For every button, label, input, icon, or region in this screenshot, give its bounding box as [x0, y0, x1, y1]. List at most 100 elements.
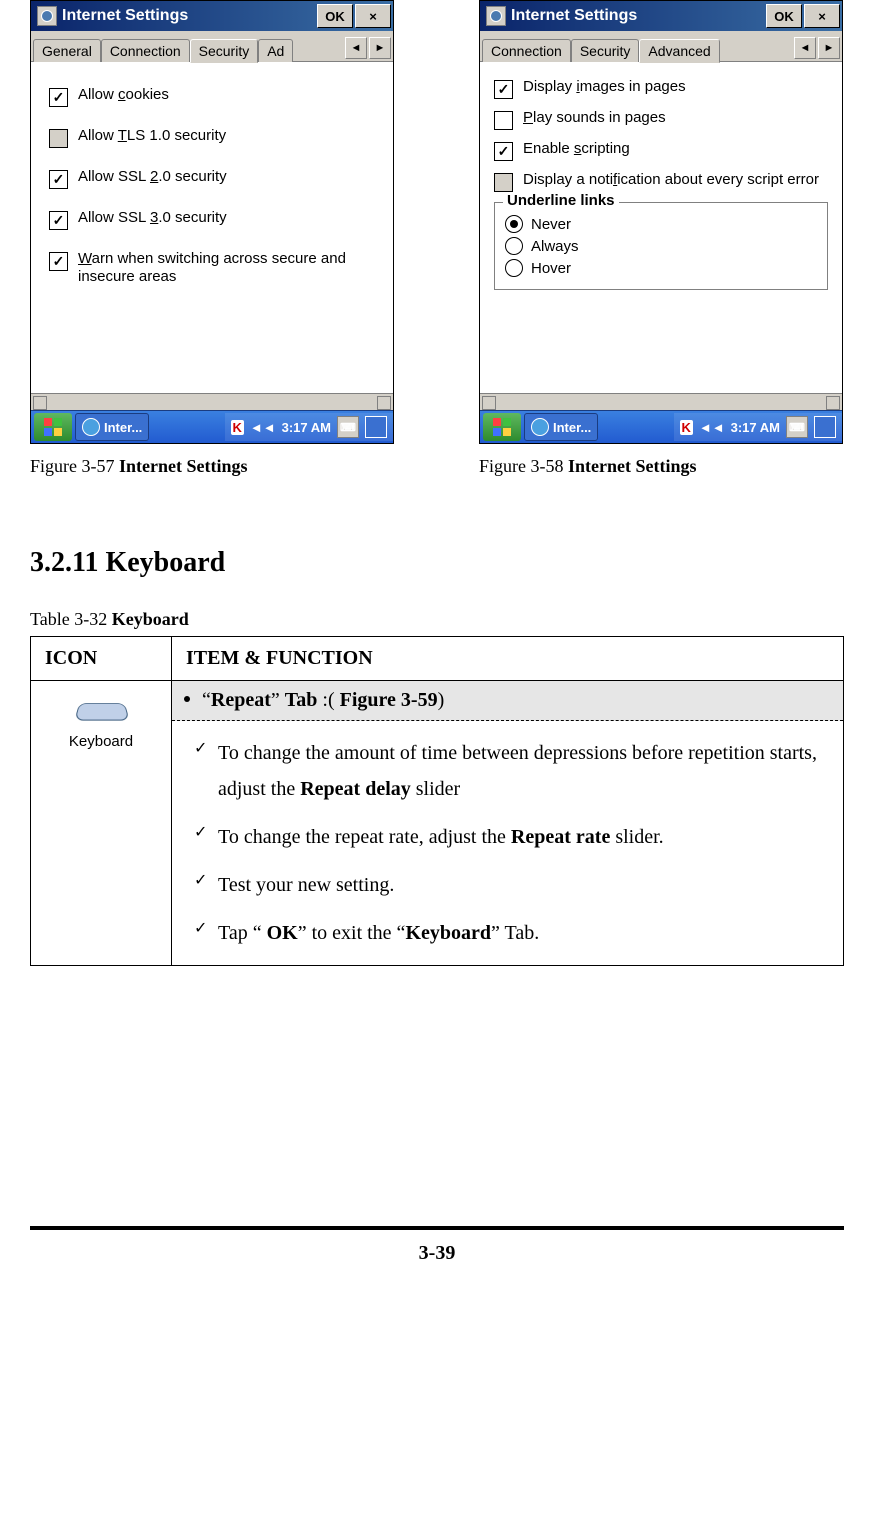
- checkbox-row: Allow TLS 1.0 security: [49, 127, 383, 148]
- checkbox-label: Allow SSL 2.0 security: [78, 168, 227, 186]
- tray-chevron-icon[interactable]: ◄◄: [250, 420, 276, 435]
- checkbox-label: Display images in pages: [523, 78, 686, 96]
- task-button-inter[interactable]: Inter...: [524, 413, 598, 441]
- checkbox-row: ✓ Enable scripting: [494, 140, 832, 161]
- tab-advanced[interactable]: Advanced: [639, 39, 719, 63]
- checkbox-row: Play sounds in pages: [494, 109, 832, 130]
- sip-icon[interactable]: ⌨: [786, 416, 808, 438]
- scrollbar-bottom[interactable]: [31, 393, 393, 410]
- ok-button[interactable]: OK: [317, 4, 353, 28]
- tab-body: ✓ Allow cookies Allow TLS 1.0 security ✓ All…: [31, 62, 393, 393]
- table-caption: Table 3-32 Keyboard: [30, 609, 844, 630]
- tray-time: 3:17 AM: [282, 420, 331, 435]
- window-advanced: Internet Settings OK × Connection Securi…: [479, 0, 843, 444]
- radio-label: Hover: [531, 260, 571, 277]
- tab-general[interactable]: General: [33, 39, 101, 62]
- checkbox[interactable]: ✓: [49, 252, 68, 271]
- caption-bold: Internet Settings: [568, 456, 697, 476]
- tab-connection[interactable]: Connection: [101, 39, 190, 62]
- list-item: Tap “ OK” to exit the “Keyboard” Tab.: [184, 909, 831, 957]
- globe-icon: [531, 418, 549, 436]
- page-number: 3-39: [419, 1242, 456, 1264]
- list-item: Test your new setting.: [184, 861, 831, 909]
- titlebar: Internet Settings OK ×: [31, 1, 393, 31]
- checkbox-row: ✓ Display images in pages: [494, 78, 832, 99]
- checkbox[interactable]: ✓: [494, 142, 513, 161]
- keyboard-icon-label: Keyboard: [41, 733, 161, 750]
- underline-links-group: Underline links NeverAlwaysHover: [494, 202, 828, 290]
- close-button[interactable]: ×: [804, 4, 840, 28]
- keyboard-icon: [71, 695, 131, 729]
- radio-button[interactable]: [505, 237, 523, 255]
- list-item: To change the amount of time between dep…: [184, 729, 831, 813]
- desktop-icon[interactable]: [365, 416, 387, 438]
- scrollbar-bottom[interactable]: [480, 393, 842, 410]
- radio-row: Never: [505, 215, 817, 233]
- tab-security[interactable]: Security: [190, 39, 259, 63]
- sip-icon[interactable]: ⌨: [337, 416, 359, 438]
- system-tray: K ◄◄ 3:17 AM ⌨: [674, 413, 843, 441]
- checkbox[interactable]: ✓: [494, 80, 513, 99]
- checkbox[interactable]: [49, 129, 68, 148]
- bullet-icon: [184, 696, 190, 702]
- start-button[interactable]: [483, 413, 521, 441]
- desktop-icon[interactable]: [814, 416, 836, 438]
- checkbox-label: Play sounds in pages: [523, 109, 666, 127]
- figure-3-58: Internet Settings OK × Connection Securi…: [479, 0, 843, 477]
- checkbox-label: Allow SSL 3.0 security: [78, 209, 227, 227]
- table-caption-bold: Keyboard: [112, 609, 189, 629]
- checkbox-row: ✓ Allow cookies: [49, 86, 383, 107]
- tab-scroll-left[interactable]: ◄: [794, 37, 816, 59]
- col-header-function: ITEM & FUNCTION: [172, 637, 844, 681]
- window-title: Internet Settings: [511, 7, 764, 25]
- checkbox-label: Allow cookies: [78, 86, 169, 104]
- tab-connection[interactable]: Connection: [482, 39, 571, 62]
- figure-3-57: Internet Settings OK × General Connectio…: [30, 0, 394, 477]
- checkbox[interactable]: [494, 111, 513, 130]
- checkbox[interactable]: ✓: [49, 170, 68, 189]
- tabstrip: General Connection Security Ad ◄ ►: [31, 31, 393, 62]
- tab-security[interactable]: Security: [571, 39, 640, 62]
- ok-button[interactable]: OK: [766, 4, 802, 28]
- list-item: To change the repeat rate, adjust the Re…: [184, 813, 831, 861]
- tray-chevron-icon[interactable]: ◄◄: [699, 420, 725, 435]
- keyboard-table: ICON ITEM & FUNCTION Keyboard “Repeat” T…: [30, 636, 844, 966]
- radio-row: Always: [505, 237, 817, 255]
- close-button[interactable]: ×: [355, 4, 391, 28]
- radio-button[interactable]: [505, 215, 523, 233]
- start-button[interactable]: [34, 413, 72, 441]
- checkbox[interactable]: ✓: [49, 88, 68, 107]
- checkbox-label: Warn when switching across secure and in…: [78, 250, 383, 286]
- radio-label: Always: [531, 238, 579, 255]
- caption-bold: Internet Settings: [119, 456, 248, 476]
- checkbox[interactable]: [494, 173, 513, 192]
- tabstrip: Connection Security Advanced ◄ ►: [480, 31, 842, 62]
- checkbox[interactable]: ✓: [49, 211, 68, 230]
- checkbox-label: Allow TLS 1.0 security: [78, 127, 226, 145]
- checklist-row: To change the amount of time between dep…: [172, 721, 843, 965]
- tab-scroll-right[interactable]: ►: [818, 37, 840, 59]
- tab-advanced-clipped[interactable]: Ad: [258, 39, 293, 62]
- system-tray: K ◄◄ 3:17 AM ⌨: [225, 413, 394, 441]
- col-header-icon: ICON: [31, 637, 172, 681]
- checkbox-label: Display a notification about every scrip…: [523, 171, 819, 189]
- task-button-label: Inter...: [104, 420, 142, 435]
- table-caption-prefix: Table 3-32: [30, 609, 112, 629]
- tab-scroll-left[interactable]: ◄: [345, 37, 367, 59]
- check-list: To change the amount of time between dep…: [184, 729, 831, 957]
- radio-button[interactable]: [505, 259, 523, 277]
- tray-icon-k[interactable]: K: [680, 420, 693, 435]
- checkbox-row: ✓ Warn when switching across secure and i…: [49, 250, 383, 286]
- checkbox-label: Enable scripting: [523, 140, 630, 158]
- checkbox-row: Display a notification about every scrip…: [494, 171, 832, 192]
- radio-row: Hover: [505, 259, 817, 277]
- taskbar: Inter... K ◄◄ 3:17 AM ⌨: [31, 410, 393, 443]
- section-heading: 3.2.11 Keyboard: [30, 547, 844, 579]
- task-button-inter[interactable]: Inter...: [75, 413, 149, 441]
- window-security: Internet Settings OK × General Connectio…: [30, 0, 394, 444]
- titlebar: Internet Settings OK ×: [480, 1, 842, 31]
- tab-scroll-right[interactable]: ►: [369, 37, 391, 59]
- tray-icon-k[interactable]: K: [231, 420, 244, 435]
- app-icon: [486, 6, 506, 26]
- task-button-label: Inter...: [553, 420, 591, 435]
